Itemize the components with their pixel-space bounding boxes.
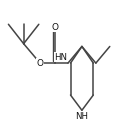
Text: O: O — [37, 59, 44, 68]
Text: HN: HN — [54, 53, 67, 62]
Text: NH: NH — [75, 112, 88, 121]
Text: O: O — [52, 23, 59, 32]
